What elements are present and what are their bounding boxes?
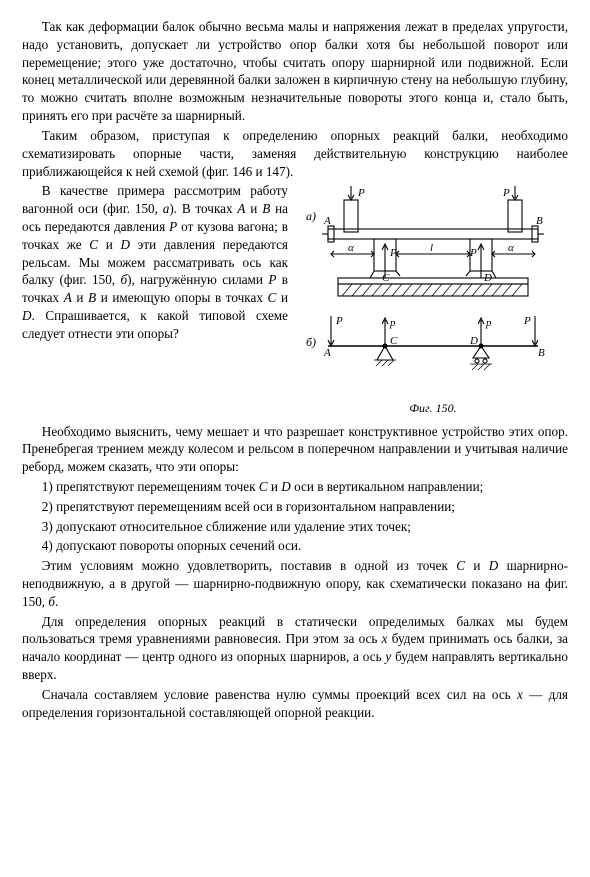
figure-caption: Фиг. 150. [298, 400, 568, 416]
paragraph-7: Сначала составляем условие равенства нул… [22, 686, 568, 722]
svg-text:P: P [502, 187, 510, 199]
svg-text:D: D [483, 272, 492, 284]
svg-text:p: p [485, 317, 492, 329]
svg-text:P: P [469, 247, 477, 259]
figure-150: а) P P A B [298, 186, 568, 418]
svg-text:l: l [430, 242, 433, 254]
list-item-3: 3) допускают относительное сближение или… [22, 518, 568, 536]
svg-text:P: P [335, 315, 343, 327]
svg-text:B: B [536, 215, 543, 227]
list-item-1: 1) препятствуют перемещениям точек C и D… [22, 478, 568, 496]
paragraph-4: Необходимо выяснить, чему мешает и что р… [22, 423, 568, 476]
svg-text:A: A [323, 215, 331, 227]
svg-text:C: C [390, 335, 398, 347]
paragraph-5: Этим условиям можно удовлетворить, поста… [22, 557, 568, 610]
paragraph-2: Таким образом, приступая к определению о… [22, 127, 568, 180]
svg-text:p: p [389, 317, 396, 329]
svg-text:A: A [323, 347, 331, 359]
svg-text:P: P [389, 247, 397, 259]
svg-text:P: P [523, 315, 531, 327]
svg-text:α: α [348, 242, 354, 254]
svg-text:C: C [382, 272, 390, 284]
svg-text:B: B [538, 347, 545, 359]
list-item-4: 4) допускают повороты опорных сечений ос… [22, 537, 568, 555]
paragraph-6: Для определения опорных реакций в статич… [22, 613, 568, 684]
list-item-2: 2) препятствуют перемещениям всей оси в … [22, 498, 568, 516]
svg-text:D: D [469, 335, 478, 347]
figure-150-svg: а) P P A B [298, 186, 568, 396]
svg-text:P: P [357, 187, 365, 199]
paragraph-1: Так как деформации балок обычно весьма м… [22, 18, 568, 125]
svg-text:б): б) [306, 335, 316, 349]
svg-text:α: α [508, 242, 514, 254]
svg-text:а): а) [306, 209, 316, 223]
